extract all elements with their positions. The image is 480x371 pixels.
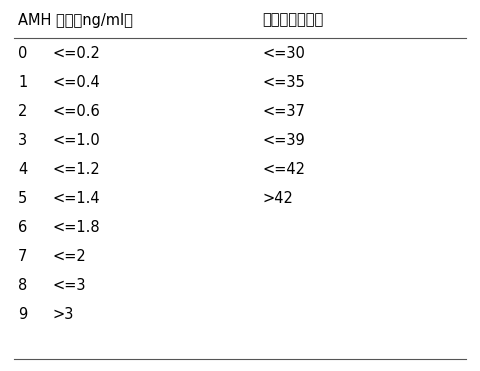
Text: 1: 1 — [18, 75, 27, 91]
Text: >3: >3 — [52, 306, 73, 322]
Text: <=1.2: <=1.2 — [52, 162, 100, 177]
Text: <=0.6: <=0.6 — [52, 104, 100, 119]
Text: <=42: <=42 — [262, 162, 305, 177]
Text: <=39: <=39 — [262, 133, 305, 148]
Text: 3: 3 — [18, 133, 27, 148]
Text: 0: 0 — [18, 46, 27, 62]
Text: 8: 8 — [18, 278, 27, 293]
Text: >42: >42 — [262, 191, 293, 206]
Text: <=0.2: <=0.2 — [52, 46, 100, 62]
Text: 6: 6 — [18, 220, 27, 235]
Text: <=1.0: <=1.0 — [52, 133, 100, 148]
Text: <=2: <=2 — [52, 249, 86, 264]
Text: 4: 4 — [18, 162, 27, 177]
Text: <=1.4: <=1.4 — [52, 191, 100, 206]
Text: 9: 9 — [18, 306, 27, 322]
Text: 2: 2 — [18, 104, 27, 119]
Text: 年龄分组（岁）: 年龄分组（岁） — [262, 13, 323, 27]
Text: <=30: <=30 — [262, 46, 305, 62]
Text: <=1.8: <=1.8 — [52, 220, 100, 235]
Text: <=35: <=35 — [262, 75, 305, 91]
Text: <=37: <=37 — [262, 104, 305, 119]
Text: <=0.4: <=0.4 — [52, 75, 100, 91]
Text: AMH 分组（ng/ml）: AMH 分组（ng/ml） — [18, 13, 133, 27]
Text: <=3: <=3 — [52, 278, 85, 293]
Text: 5: 5 — [18, 191, 27, 206]
Text: 7: 7 — [18, 249, 27, 264]
